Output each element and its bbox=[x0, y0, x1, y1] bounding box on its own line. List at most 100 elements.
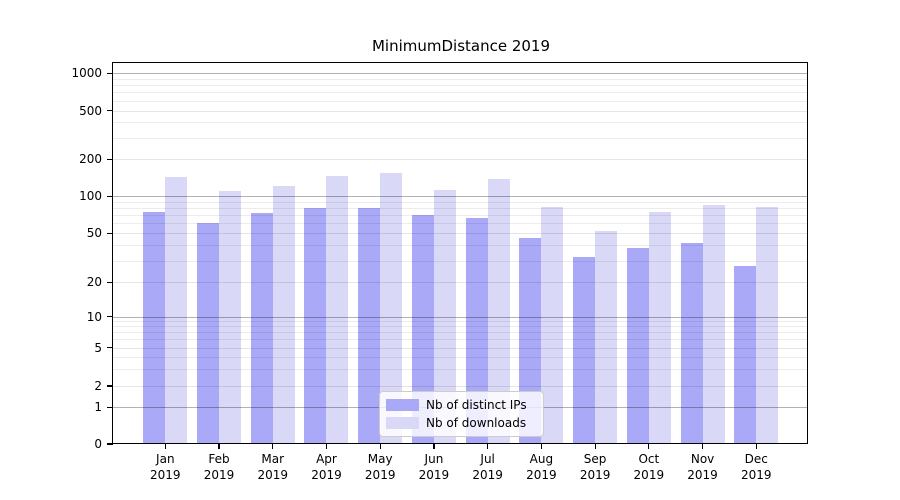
legend-swatch-distinct-ips-icon bbox=[386, 399, 419, 411]
x-tick-mark bbox=[272, 444, 274, 449]
y-tick-mark bbox=[107, 281, 113, 283]
y-gridline bbox=[113, 316, 808, 318]
chart-title: MinimumDistance 2019 bbox=[371, 37, 551, 55]
y-tick-label: 20 bbox=[86, 275, 102, 290]
y-gridline-minor bbox=[113, 79, 808, 81]
x-tick-mark bbox=[433, 444, 435, 449]
y-tick-mark bbox=[107, 443, 113, 445]
x-tick-label: Jul 2019 bbox=[472, 452, 503, 482]
y-gridline bbox=[113, 233, 808, 235]
legend-label-downloads: Nb of downloads bbox=[426, 416, 527, 430]
bar-nb-of-distinct-ips-apr-2019 bbox=[304, 207, 327, 444]
y-gridline bbox=[113, 159, 808, 161]
y-tick-label: 500 bbox=[79, 103, 102, 118]
bar-nb-of-distinct-ips-dec-2019 bbox=[734, 266, 757, 444]
x-tick-mark bbox=[487, 444, 489, 449]
bar-nb-of-distinct-ips-jul-2019 bbox=[465, 218, 488, 444]
y-gridline-minor bbox=[113, 260, 808, 262]
x-tick-label: Jan 2019 bbox=[150, 452, 181, 482]
bar-nb-of-downloads-jun-2019 bbox=[433, 189, 456, 444]
bar-nb-of-downloads-nov-2019 bbox=[702, 204, 725, 444]
bar-nb-of-distinct-ips-oct-2019 bbox=[626, 247, 649, 444]
y-tick-label: 2 bbox=[94, 379, 102, 393]
y-tick-label: 50 bbox=[86, 226, 102, 241]
y-gridline-minor bbox=[113, 137, 808, 139]
x-tick-mark bbox=[540, 444, 542, 449]
bar-nb-of-downloads-aug-2019 bbox=[541, 206, 564, 444]
y-gridline bbox=[113, 73, 808, 75]
y-gridline-minor bbox=[113, 368, 808, 370]
y-gridline bbox=[113, 347, 808, 349]
y-gridline-minor bbox=[113, 201, 808, 203]
bar-nb-of-downloads-dec-2019 bbox=[756, 206, 779, 444]
x-tick-label: Nov 2019 bbox=[687, 452, 718, 482]
x-tick-label: Oct 2019 bbox=[633, 452, 665, 482]
bar-nb-of-downloads-oct-2019 bbox=[648, 211, 671, 444]
y-tick-mark bbox=[107, 158, 113, 160]
legend: Nb of distinct IPs Nb of downloads bbox=[379, 391, 544, 437]
bar-nb-of-downloads-sep-2019 bbox=[595, 231, 618, 444]
y-gridline-minor bbox=[113, 326, 808, 328]
y-tick-label: 1 bbox=[94, 400, 102, 415]
bar-nb-of-downloads-may-2019 bbox=[380, 172, 403, 444]
y-gridline-minor bbox=[113, 356, 808, 358]
x-tick-label: Dec 2019 bbox=[741, 452, 772, 482]
bar-nb-of-distinct-ips-jan-2019 bbox=[143, 211, 166, 444]
y-gridline-minor bbox=[113, 122, 808, 124]
y-gridline-minor bbox=[113, 332, 808, 334]
x-tick-label: Sep 2019 bbox=[579, 452, 611, 482]
y-tick-label: 1000 bbox=[71, 66, 102, 81]
y-gridline-minor bbox=[113, 245, 808, 247]
y-gridline-minor bbox=[113, 339, 808, 341]
y-tick-mark bbox=[107, 385, 113, 387]
y-tick-mark bbox=[107, 109, 113, 112]
legend-swatch-downloads-icon bbox=[386, 417, 419, 429]
y-gridline bbox=[113, 110, 808, 112]
y-gridline-minor bbox=[113, 208, 808, 210]
y-gridline bbox=[113, 196, 808, 198]
bar-nb-of-downloads-jan-2019 bbox=[165, 176, 188, 444]
y-gridline bbox=[113, 282, 808, 284]
bar-nb-of-downloads-feb-2019 bbox=[219, 191, 242, 444]
y-tick-mark bbox=[107, 406, 113, 408]
y-gridline-minor bbox=[113, 223, 808, 225]
bar-nb-of-distinct-ips-mar-2019 bbox=[250, 213, 273, 444]
y-gridline-minor bbox=[113, 85, 808, 87]
x-tick-label: May 2019 bbox=[364, 452, 396, 482]
y-gridline-minor bbox=[113, 92, 808, 94]
x-tick-mark bbox=[648, 444, 650, 449]
x-tick-mark bbox=[594, 444, 596, 449]
bar-nb-of-distinct-ips-jun-2019 bbox=[411, 214, 434, 444]
y-tick-label: 0 bbox=[94, 437, 102, 451]
y-gridline bbox=[113, 386, 808, 387]
x-tick-mark bbox=[379, 444, 381, 449]
bar-nb-of-downloads-apr-2019 bbox=[326, 175, 349, 444]
x-tick-label: Aug 2019 bbox=[526, 452, 557, 482]
x-tick-mark bbox=[218, 444, 220, 449]
x-tick-label: Feb 2019 bbox=[203, 452, 235, 482]
x-tick-mark bbox=[701, 444, 704, 449]
x-tick-mark bbox=[164, 444, 166, 449]
y-tick-mark bbox=[107, 72, 113, 74]
bar-nb-of-distinct-ips-sep-2019 bbox=[573, 257, 596, 444]
x-tick-label: Jun 2019 bbox=[418, 452, 450, 482]
bar-nb-of-distinct-ips-may-2019 bbox=[358, 208, 381, 444]
x-tick-label: Apr 2019 bbox=[311, 452, 342, 482]
bar-nb-of-downloads-jul-2019 bbox=[487, 179, 510, 444]
y-tick-mark bbox=[107, 346, 113, 349]
bar-nb-of-distinct-ips-nov-2019 bbox=[680, 242, 703, 444]
y-tick-mark bbox=[107, 315, 113, 318]
y-tick-label: 10 bbox=[86, 309, 102, 324]
x-tick-mark bbox=[755, 444, 757, 449]
x-tick-label: Mar 2019 bbox=[257, 452, 289, 482]
bar-nb-of-distinct-ips-feb-2019 bbox=[197, 223, 220, 444]
legend-item-distinct-ips: Nb of distinct IPs bbox=[386, 398, 537, 412]
y-gridline-minor bbox=[113, 100, 808, 102]
y-tick-label: 5 bbox=[94, 340, 102, 355]
y-tick-label: 200 bbox=[79, 152, 102, 167]
y-gridline-minor bbox=[113, 215, 808, 217]
